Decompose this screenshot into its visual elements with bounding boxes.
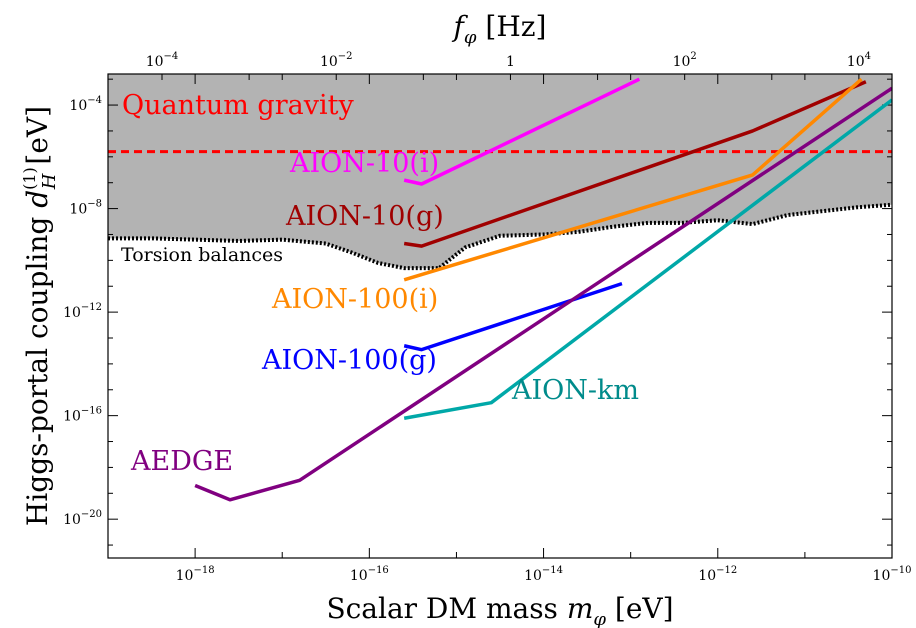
x-tick-label: 10−10 (873, 565, 912, 584)
y-tick-label: 10−8 (69, 199, 102, 218)
label-quantum-gravity: Quantum gravity (122, 90, 354, 121)
plot-frame (107, 73, 893, 559)
x-tick-label: 10−12 (698, 565, 737, 584)
top-x-tick-label: 10−2 (320, 51, 353, 70)
x-tick-label: 10−14 (524, 565, 563, 584)
torsion-balances-boundary (108, 202, 892, 271)
top-x-tick-label: 102 (673, 51, 697, 70)
series-line-aion-km (403, 98, 892, 420)
series-line-aion-100-g (403, 281, 623, 352)
x-tick-label: 10−18 (176, 565, 215, 584)
label-aion-10-i: AION-10(i) (289, 148, 439, 179)
x-axis-title: Scalar DM mass mφ [eV] (326, 592, 673, 628)
series-line-aion-10-i (403, 77, 641, 186)
label-aion-100-g: AION-100(g) (261, 345, 437, 376)
x-tick-label: 10−16 (350, 565, 389, 584)
top-x-tick-label: 1 (506, 54, 515, 70)
y-tick-label: 10−20 (63, 509, 102, 528)
top-x-tick-label: 10−4 (146, 51, 179, 70)
y-tick-label: 10−4 (69, 95, 102, 114)
y-axis-title: Higgs-portal coupling d(1)H [eV] (20, 106, 60, 526)
label-aion-100-i: AION-100(i) (271, 284, 438, 315)
series-line-aion-100-i (403, 77, 863, 282)
top-x-tick-label: 104 (847, 51, 871, 70)
y-tick-label: 10−16 (63, 406, 102, 425)
label-aion-km: AION-km (511, 375, 639, 406)
label-aion-10-g: AION-10(g) (285, 201, 444, 232)
series-line-aion-10-g (403, 80, 867, 248)
y-tick-label: 10−12 (63, 302, 102, 321)
series-line-aedge (194, 86, 892, 502)
label-aedge: AEDGE (130, 446, 233, 477)
label-torsion-balances: Torsion balances (121, 244, 283, 266)
top-axis-title: fφ [Hz] (452, 10, 547, 48)
